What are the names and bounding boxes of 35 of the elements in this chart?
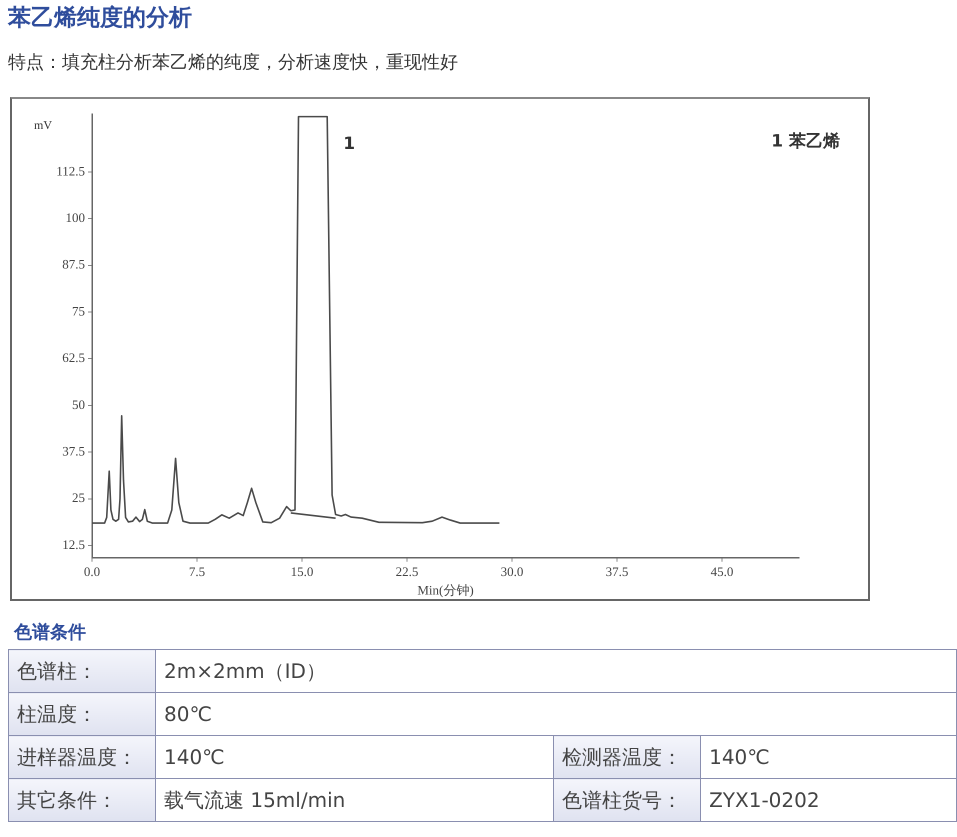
chart-subtitle: 特点：填充柱分析苯乙烯的纯度，分析速度快，重现性好 (8, 51, 458, 74)
text: 其它条件： (8, 778, 156, 822)
text: 色谱柱货号： (554, 778, 701, 822)
text: 140℃ (156, 736, 554, 778)
y-tick-label: 62.5 (62, 350, 85, 366)
x-tick-label: 37.5 (606, 564, 628, 580)
y-tick-label: 75 (72, 303, 85, 318)
y-tick-label: 50 (72, 396, 85, 412)
x-axis-title: Min(分钟) (417, 582, 474, 598)
x-tick-label: 0.0 (84, 564, 100, 580)
y-tick-label: 37.5 (62, 444, 85, 458)
text: 检测器温度： (554, 736, 701, 778)
text: 140℃ (700, 736, 956, 778)
y-axis-title: mV (34, 118, 52, 132)
x-tick-label: 15.0 (290, 564, 314, 580)
chart-title: 苯乙烯纯度的分析 (8, 4, 192, 33)
text: 80℃ (156, 692, 956, 736)
y-tick-label: 112.5 (56, 163, 85, 178)
text: 2m×2mm（ID） (156, 650, 956, 692)
x-tick-label: 45.0 (710, 564, 734, 580)
y-tick-label: 25 (72, 490, 85, 506)
text: 色谱条件 (14, 621, 86, 644)
y-tick-label: 87.5 (62, 256, 85, 272)
annotation: 1 苯乙烯 (771, 131, 840, 152)
annotation: 1 (343, 134, 356, 154)
text: ZYX1-0202 (700, 778, 956, 822)
text: 载气流速 15ml/min (156, 778, 554, 822)
text: 进样器温度： (8, 736, 156, 778)
x-tick-label: 30.0 (500, 564, 524, 580)
text: 色谱柱： (8, 650, 156, 692)
x-tick-label: 7.5 (188, 564, 206, 580)
y-tick-label: 100 (66, 210, 85, 226)
y-tick-label: 12.5 (62, 536, 85, 552)
x-tick-label: 22.5 (396, 564, 418, 580)
text: 柱温度： (8, 692, 156, 736)
